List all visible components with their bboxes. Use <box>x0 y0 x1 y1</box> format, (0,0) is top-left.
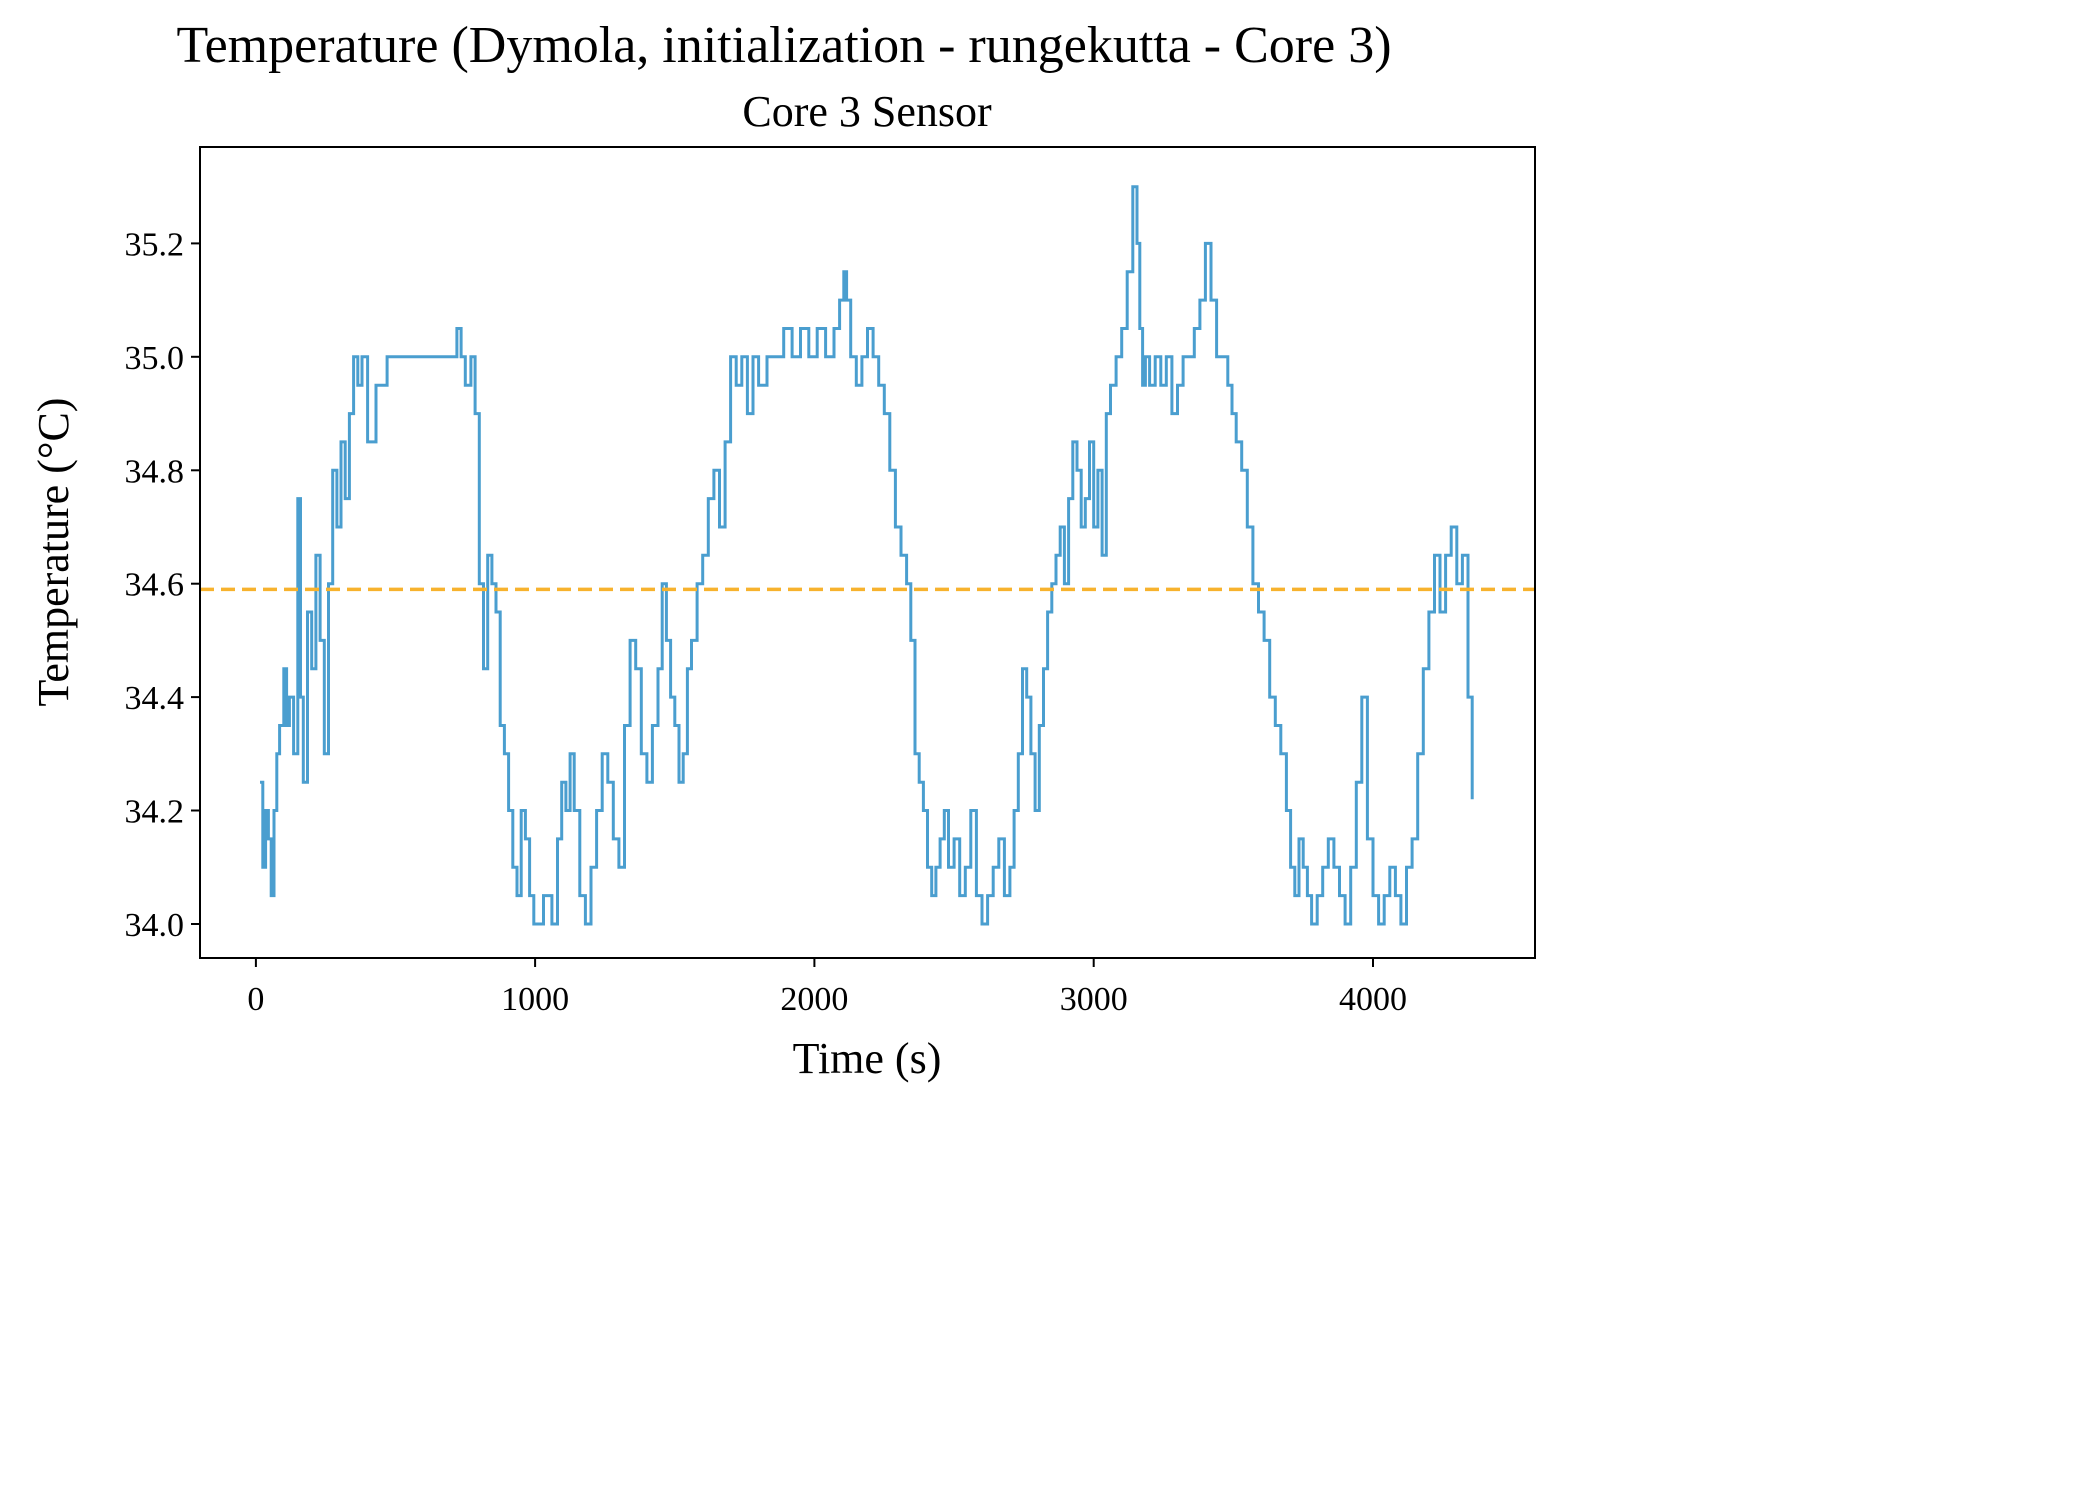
y-tick-label: 34.2 <box>125 794 185 831</box>
y-tick-label: 34.0 <box>125 907 185 944</box>
figure: Temperature (Dymola, initialization - ru… <box>0 0 1568 1098</box>
y-tick-label: 35.0 <box>125 340 185 377</box>
x-tick-label: 3000 <box>1060 981 1128 1018</box>
axes-frame <box>199 146 1536 959</box>
temperature-series-line <box>260 185 1474 926</box>
chart-title: Core 3 Sensor <box>742 87 992 136</box>
x-tick-label: 4000 <box>1339 981 1407 1018</box>
x-tick-label: 0 <box>247 981 264 1018</box>
x-tick-label: 1000 <box>501 981 569 1018</box>
plot-area: 0 1000 2000 3000 4000 34.0 34.2 34.4 34.6 34.8 35.… <box>125 146 1536 1018</box>
y-tick-label: 34.8 <box>125 453 185 490</box>
y-tick-label: 35.2 <box>125 226 185 263</box>
y-tick-label: 34.6 <box>125 567 185 604</box>
y-tick-label: 34.4 <box>125 680 185 717</box>
figure-background <box>0 0 1568 1098</box>
x-tick-label: 2000 <box>780 981 848 1018</box>
x-axis-label: Time (s) <box>793 1034 942 1083</box>
figure-suptitle: Temperature (Dymola, initialization - ru… <box>176 17 1391 74</box>
y-axis-label: Temperature (°C) <box>29 398 78 707</box>
